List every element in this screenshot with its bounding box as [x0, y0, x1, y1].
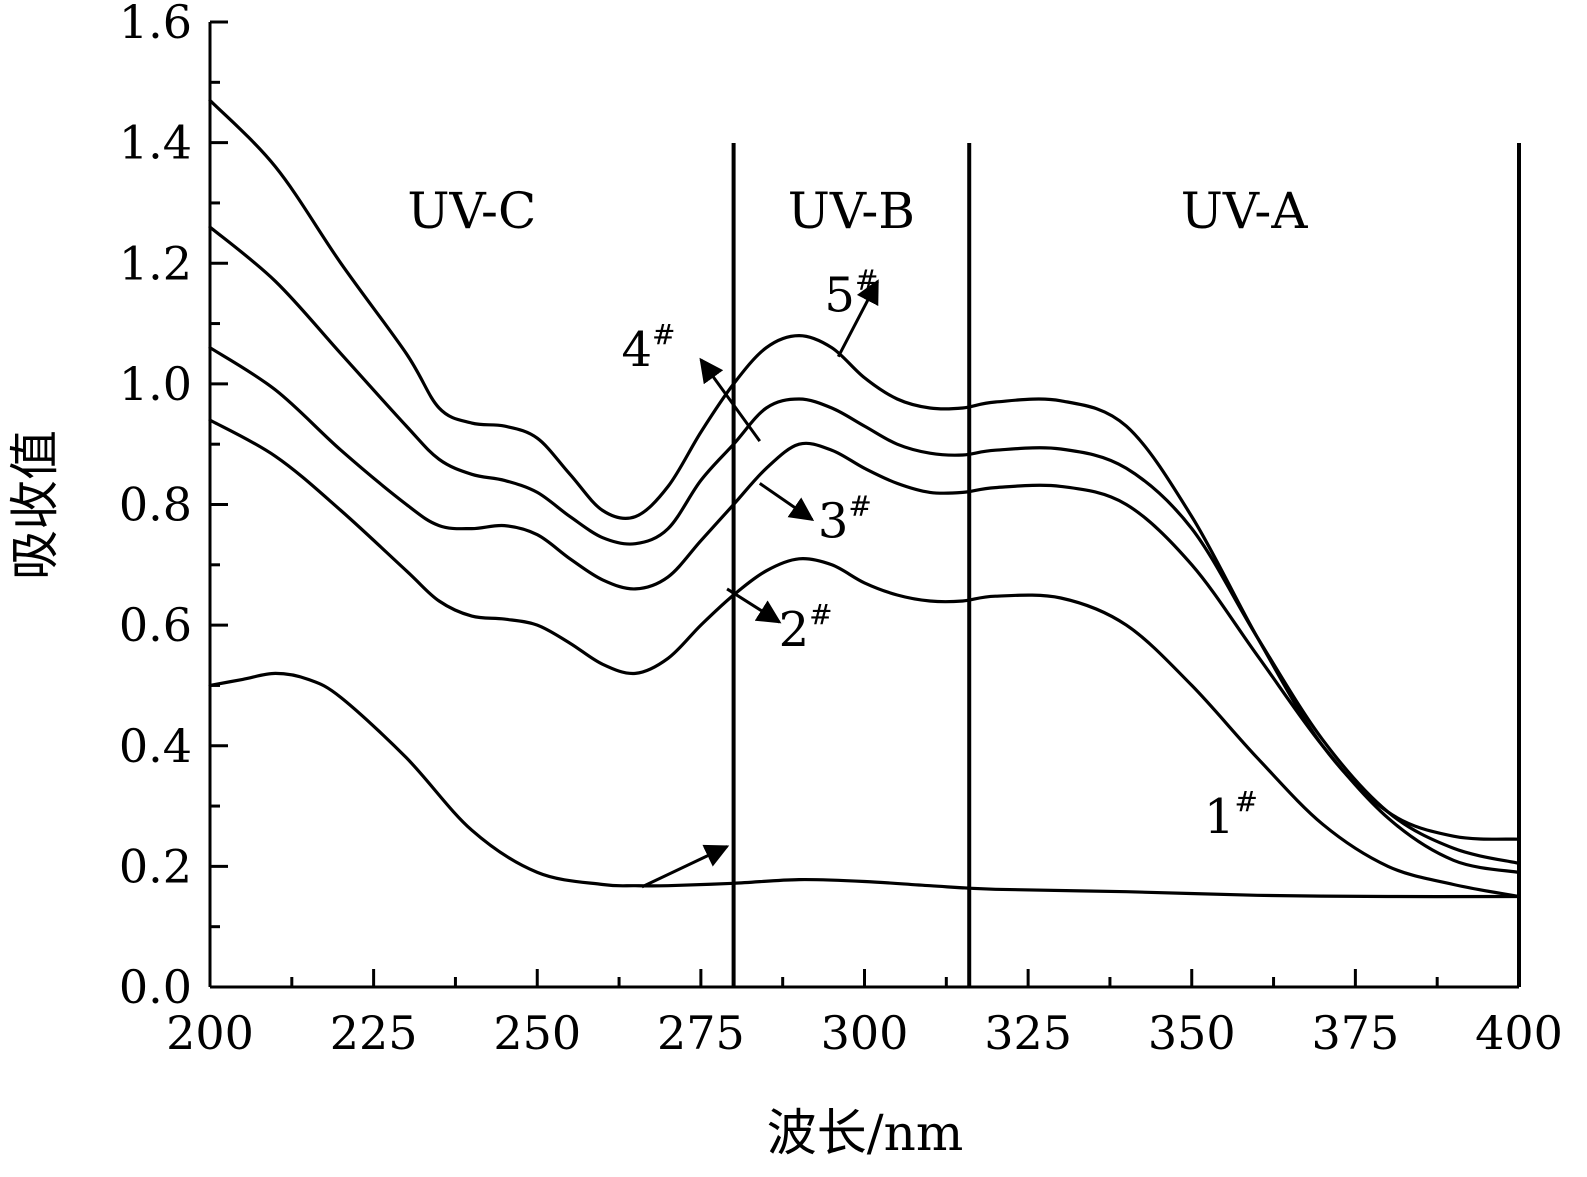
y-tick-label: 1.0: [119, 357, 192, 411]
x-tick-label: 250: [493, 1006, 581, 1060]
series-line-2: [208, 418, 1521, 899]
curve-label-number: 3: [818, 494, 849, 550]
region-label: UV-C: [407, 182, 536, 240]
y-tick-label: 0.4: [119, 719, 192, 773]
curve-label: 1#: [1204, 785, 1258, 845]
region-boundary-lines: [731, 143, 1521, 987]
y-tick-label: 1.4: [119, 116, 192, 170]
x-tick-label: 325: [984, 1006, 1072, 1060]
annotation-arrow: [641, 844, 730, 889]
y-tick-label: 1.6: [119, 0, 192, 49]
annotation-arrow: [836, 279, 879, 358]
curve-label: 2#: [779, 598, 833, 658]
curve-label: 5#: [824, 264, 878, 324]
curve-label-number: 2: [779, 602, 810, 658]
y-axis-title: 吸收值: [6, 430, 64, 580]
curve-label-number: 5: [824, 268, 855, 324]
curve-label-number: 4: [622, 322, 653, 378]
curve-annotations: 1#2#3#4#5#: [622, 264, 1258, 889]
curve-label-superscript: #: [652, 318, 675, 351]
annotation-arrow: [699, 357, 761, 443]
curve-label-number: 1: [1204, 789, 1235, 845]
tick-labels: 200 225 250 275 300 325 350 375 4000.00.20.40.60…: [119, 0, 1563, 1060]
region-label: UV-A: [1181, 182, 1309, 240]
y-tick-label: 0.6: [119, 598, 192, 652]
x-tick-label: 350: [1148, 1006, 1236, 1060]
y-tick-label: 0.8: [119, 478, 192, 532]
series-lines: [208, 98, 1521, 899]
series-line-5: [208, 98, 1521, 841]
y-tick-label: 0.2: [119, 839, 192, 893]
series-line-3: [208, 346, 1521, 874]
x-tick-label: 300: [821, 1006, 909, 1060]
x-tick-label: 225: [330, 1006, 418, 1060]
annotation-arrow: [758, 482, 815, 521]
x-axis-title: 波长/nm: [767, 1104, 963, 1162]
region-labels: UV-C UV-B UV-A: [407, 182, 1308, 240]
x-tick-label: 400: [1475, 1006, 1563, 1060]
curve-label-superscript: #: [1235, 785, 1258, 818]
series-line-4: [208, 225, 1521, 865]
series-line-1: [208, 671, 1521, 899]
axis-ticks: [208, 20, 1521, 989]
curve-label: 3#: [818, 490, 872, 550]
x-tick-label: 275: [657, 1006, 745, 1060]
curve-label: 4#: [622, 318, 676, 378]
curve-label-superscript: #: [855, 264, 878, 297]
y-tick-label: 1.2: [119, 236, 192, 290]
region-label: UV-B: [788, 182, 915, 240]
y-tick-label: 0.0: [119, 960, 192, 1014]
x-tick-label: 200: [166, 1006, 254, 1060]
x-tick-label: 375: [1311, 1006, 1399, 1060]
curve-label-superscript: #: [848, 490, 871, 523]
curve-label-superscript: #: [809, 598, 832, 631]
annotation-arrow: [726, 587, 782, 624]
